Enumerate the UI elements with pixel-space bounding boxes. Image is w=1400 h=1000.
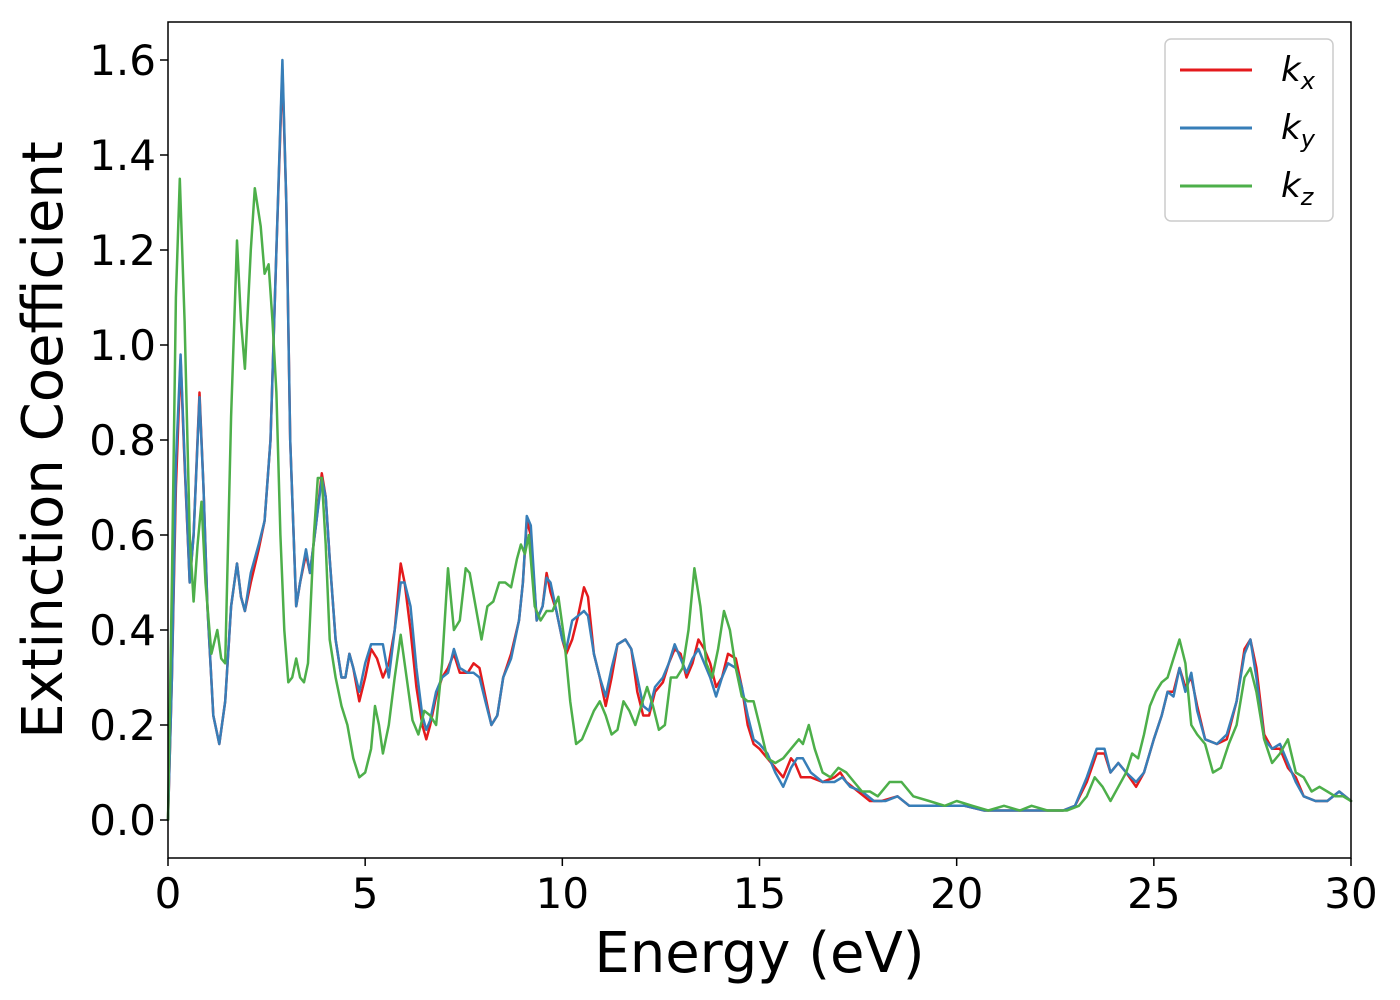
y-tick-label: 0.2: [89, 701, 156, 750]
series-layer: [166, 58, 1353, 822]
y-axis: 0.0 0.2 0.4 0.6 0.8 1.0 1.2 1.4 1.6: [89, 36, 168, 845]
x-axis-label: Energy (eV): [594, 921, 924, 986]
series-line-ky: [166, 58, 1353, 822]
x-tick-label: 5: [352, 869, 379, 918]
x-tick-label: 25: [1127, 869, 1180, 918]
x-tick-label: 20: [930, 869, 983, 918]
legend-label-kx: kx: [1281, 50, 1316, 95]
y-tick-label: 1.2: [89, 226, 156, 275]
y-axis-label: Extinction Coefficient: [11, 141, 76, 739]
y-tick-label: 0.8: [89, 416, 156, 465]
x-axis: 0 5 10 15 20 25 30: [155, 858, 1378, 918]
x-tick-label: 0: [155, 869, 182, 918]
y-tick-label: 1.6: [89, 36, 156, 85]
x-tick-label: 15: [733, 869, 786, 918]
y-tick-label: 0.0: [89, 796, 156, 845]
y-tick-label: 0.4: [89, 606, 156, 655]
series-line-kz: [166, 177, 1353, 822]
y-tick-label: 0.6: [89, 511, 156, 560]
legend-box: [1164, 38, 1334, 222]
y-tick-label: 1.0: [89, 321, 156, 370]
y-tick-label: 1.4: [89, 131, 156, 180]
x-tick-label: 30: [1324, 869, 1377, 918]
x-tick-label: 10: [536, 869, 589, 918]
